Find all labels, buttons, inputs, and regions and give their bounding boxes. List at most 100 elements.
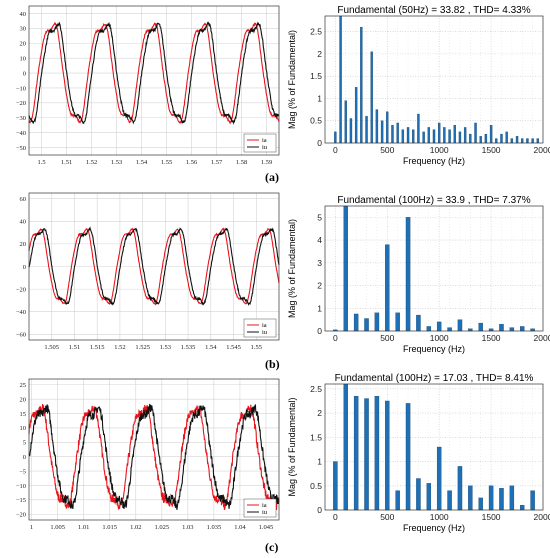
x-tick-label: 1.515 — [90, 344, 105, 351]
chart-title: Fundamental (100Hz) = 17.03 , THD= 8.41% — [335, 373, 534, 384]
bar — [495, 138, 498, 144]
series-line-iu — [28, 226, 280, 306]
y-tick-label: 3 — [317, 258, 322, 268]
bar — [360, 26, 363, 144]
x-tick-label: 0 — [333, 333, 338, 343]
y-tick-label: 2 — [317, 49, 322, 59]
bar — [339, 15, 342, 144]
y-tick-label: 2 — [317, 281, 322, 291]
x-tick-label: 1.54 — [205, 344, 217, 351]
y-tick-label: 0 — [23, 454, 26, 461]
series-line-iu — [28, 21, 280, 125]
x-tick-label: 500 — [380, 333, 394, 343]
bar — [447, 490, 452, 511]
y-tick-label: −30 — [16, 115, 26, 122]
panel-c-waveform: 1 1.005 1.01 1.015 1.02 1.025 1.03 1.035 1.04 1.0… — [0, 370, 284, 538]
bar — [526, 138, 529, 144]
bar — [406, 127, 410, 144]
bar — [437, 122, 441, 144]
plot-frame — [324, 205, 544, 332]
bar — [436, 321, 442, 332]
bar — [395, 312, 400, 332]
bar — [443, 127, 446, 144]
x-tick-label: 0 — [333, 512, 338, 522]
x-tick-label: 500 — [380, 512, 394, 522]
y-tick-label: −20 — [16, 100, 26, 107]
bar — [521, 138, 524, 144]
plot-area — [325, 206, 543, 331]
y-tick-label: −40 — [16, 130, 26, 137]
plot-area — [325, 16, 543, 143]
bar — [531, 138, 534, 144]
y-tick-label: 1 — [317, 457, 322, 467]
x-axis-label: Frequency (Hz) — [403, 523, 465, 533]
y-tick-label: 20 — [20, 41, 27, 48]
bar — [474, 122, 477, 144]
y-tick-label: 2.5 — [310, 27, 322, 37]
x-tick-label: 1.035 — [207, 524, 222, 531]
y-tick-label: 5 — [317, 212, 322, 222]
legend-label-iu: iu — [262, 329, 268, 336]
bar — [499, 488, 504, 511]
bar — [536, 138, 540, 144]
bar — [405, 217, 411, 332]
x-tick-label: 1.52 — [114, 344, 125, 351]
bar — [353, 395, 359, 511]
x-tick-label: 1.59 — [261, 159, 272, 166]
bar — [469, 133, 472, 144]
bar — [457, 319, 463, 332]
x-tick-label: 1.54 — [136, 159, 148, 166]
x-tick-label: 1.04 — [234, 524, 246, 531]
bar — [530, 490, 535, 511]
bar — [416, 314, 421, 332]
y-tick-label: 30 — [20, 26, 27, 33]
y-tick-label: 5 — [23, 440, 26, 447]
y-tick-label: 1 — [317, 93, 322, 103]
bar — [334, 131, 337, 144]
bar — [499, 324, 504, 332]
bar — [453, 125, 456, 144]
legend-label-ia: ia — [262, 322, 267, 329]
plot-frame — [28, 378, 280, 521]
x-tick-label: 1 — [30, 524, 33, 531]
x-tick-label: 1.57 — [211, 159, 223, 166]
legend-label-iu: iu — [262, 144, 268, 151]
bar — [520, 326, 525, 332]
y-tick-label: −50 — [16, 145, 26, 152]
y-tick-label: 40 — [20, 219, 27, 226]
bar — [386, 111, 389, 144]
bar — [343, 383, 348, 511]
x-tick-label: 1000 — [430, 145, 449, 155]
bar — [515, 136, 519, 144]
bar — [374, 312, 380, 332]
x-tick-label: 1.015 — [102, 524, 117, 531]
y-tick-label: 0 — [23, 264, 26, 271]
bar — [353, 313, 359, 332]
bar — [505, 131, 508, 144]
x-tick-label: 1.01 — [78, 524, 89, 531]
bar — [416, 478, 421, 511]
bar — [500, 133, 503, 144]
bar — [375, 109, 379, 144]
x-axis-label: Frequency (Hz) — [403, 156, 465, 166]
y-tick-label: 0.5 — [310, 116, 322, 126]
bar — [385, 244, 390, 332]
x-tick-label: 1.52 — [86, 159, 97, 166]
bar — [417, 113, 420, 144]
bar — [374, 395, 380, 511]
bar — [396, 122, 399, 144]
bar — [343, 205, 348, 332]
y-tick-label: −20 — [16, 286, 26, 293]
x-tick-label: 1.045 — [259, 524, 274, 531]
waveform-chart-a: 1.5 1.51 1.52 1.53 1.54 1.55 1.56 1.57 1.58 1.59 −… — [16, 5, 280, 166]
bar — [457, 466, 463, 511]
figure-label-b: (b) — [265, 357, 280, 371]
y-tick-label: −60 — [16, 332, 26, 339]
x-tick-label: 1.545 — [226, 344, 241, 351]
bar — [349, 118, 353, 144]
bar — [520, 504, 525, 511]
